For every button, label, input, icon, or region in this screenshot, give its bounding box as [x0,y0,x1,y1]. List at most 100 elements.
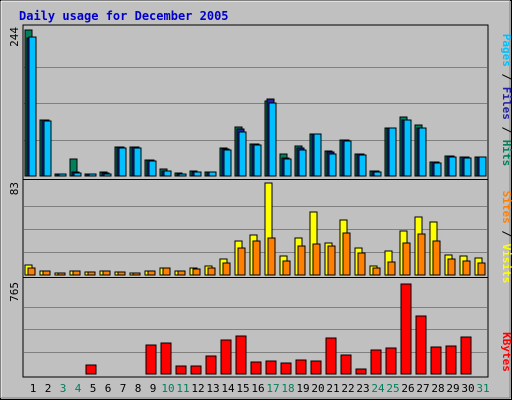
legend-sites: Sites [500,191,512,224]
x-tick-label-5: 5 [90,382,97,395]
chart-title: Daily usage for December 2005 [19,9,229,23]
x-tick-label-3: 3 [60,382,67,395]
bar-sites-26 [402,242,411,276]
bar-sites-29 [447,258,456,276]
bar-sites-4 [72,270,81,276]
bar-kbytes-20 [310,360,322,375]
bar-sites-16 [252,240,261,276]
bar-sites-27 [417,233,426,276]
bar-sites-17 [267,237,276,276]
x-tick-label-22: 22 [341,382,354,395]
legend-sep-2: / [500,120,512,140]
bar-pages-12 [193,171,202,177]
bar-pages-31 [478,156,487,177]
x-tick-label-23: 23 [356,382,369,395]
bar-kbytes-14 [220,339,232,375]
bar-kbytes-24 [370,349,382,375]
panel-2-ymax-label: 83 [8,182,21,195]
bar-kbytes-21 [325,337,337,375]
bar-kbytes-29 [445,345,457,375]
x-tick-label-13: 13 [206,382,219,395]
bar-sites-24 [372,267,381,276]
x-tick-label-29: 29 [446,382,459,395]
bar-sites-19 [297,245,306,276]
bar-kbytes-9 [145,344,157,375]
bar-pages-22 [343,140,352,177]
bar-sites-20 [312,243,321,276]
x-tick-label-15: 15 [236,382,249,395]
x-tick-label-31: 31 [476,382,489,395]
bar-sites-7 [117,271,126,276]
x-tick-label-4: 4 [75,382,82,395]
bar-kbytes-16 [250,361,262,375]
x-tick-label-7: 7 [120,382,127,395]
bar-sites-30 [462,260,471,276]
bar-pages-4 [73,172,82,177]
bar-kbytes-30 [460,336,472,375]
bar-sites-23 [357,252,366,276]
legend-sep-3: / [500,224,512,244]
bar-kbytes-11 [175,365,187,375]
x-tick-label-6: 6 [105,382,112,395]
x-tick-label-20: 20 [311,382,324,395]
bar-sites-10 [162,267,171,276]
x-tick-label-14: 14 [221,382,235,395]
bar-pages-23 [358,154,367,177]
bar-pages-15 [238,131,247,177]
bar-sites-25 [387,261,396,276]
bar-pages-18 [283,158,292,177]
x-tick-label-8: 8 [135,382,142,395]
bar-sites-14 [222,262,231,276]
x-tick-label-11: 11 [176,382,189,395]
panel-1-ymax-label: 244 [8,27,21,47]
bars-layer [24,29,487,375]
bar-pages-5 [88,173,97,177]
bar-pages-25 [388,127,397,177]
bar-pages-20 [313,133,322,177]
bar-kbytes-17 [265,360,277,375]
x-axis-labels: 1 2 3 4 5 6 7 8 9 10 11 12 13 14 15 16 17 18 19 20 21 22 23 24 2… [30,382,490,395]
bar-pages-11 [178,173,187,177]
legend-sep-1: / [500,67,512,87]
bar-sites-11 [177,270,186,276]
x-tick-label-16: 16 [251,382,264,395]
legend-kbytes: KBytes [500,332,512,372]
svg-text:Sites / Visits: Sites / Visits [500,191,512,284]
x-tick-label-1: 1 [30,382,37,395]
bar-sites-5 [87,271,96,276]
bar-sites-2 [42,270,51,276]
x-tick-label-27: 27 [416,382,429,395]
bar-pages-21 [328,153,337,177]
bar-pages-9 [148,160,157,177]
x-tick-label-9: 9 [150,382,157,395]
x-tick-label-28: 28 [431,382,444,395]
x-tick-label-19: 19 [296,382,309,395]
panel-3-ymax-label: 765 [8,282,21,302]
bar-kbytes-19 [295,359,307,375]
bar-kbytes-26 [400,283,412,375]
bar-pages-29 [448,156,457,177]
legend-hits: Hits [500,140,512,167]
bar-sites-12 [192,268,201,276]
bar-pages-1 [28,36,37,177]
x-tick-label-17: 17 [266,382,279,395]
x-tick-label-24: 24 [371,382,385,395]
svg-text:KBytes: KBytes [500,332,512,372]
x-tick-label-21: 21 [326,382,339,395]
bar-kbytes-23 [355,368,367,375]
bar-kbytes-28 [430,346,442,375]
bar-pages-10 [163,170,172,177]
bar-kbytes-10 [160,342,172,375]
bar-pages-7 [118,147,127,177]
x-tick-label-26: 26 [401,382,414,395]
bar-pages-13 [208,171,217,177]
bar-sites-22 [342,232,351,276]
bar-pages-27 [418,127,427,177]
bar-sites-28 [432,240,441,276]
bar-sites-15 [237,247,246,276]
x-tick-label-10: 10 [161,382,174,395]
x-tick-label-25: 25 [386,382,399,395]
bar-kbytes-12 [190,365,202,375]
x-tick-label-12: 12 [191,382,204,395]
x-tick-label-2: 2 [45,382,52,395]
